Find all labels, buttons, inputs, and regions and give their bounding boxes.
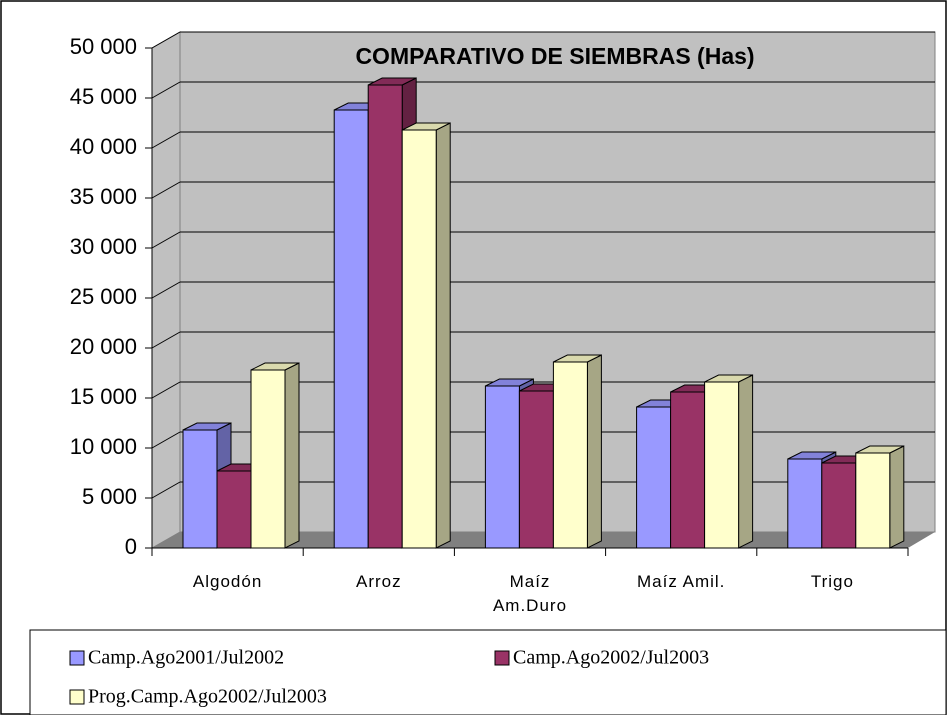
y-tick-label: 25 000 xyxy=(70,284,137,309)
grid-line xyxy=(151,81,181,99)
y-tick-label: 5 000 xyxy=(82,484,137,509)
bar xyxy=(367,84,403,549)
legend-swatch xyxy=(69,650,85,666)
grid-line xyxy=(151,481,181,499)
x-tick-label: Maíz Am.Duro xyxy=(492,572,568,615)
bar xyxy=(401,129,437,549)
grid-line xyxy=(151,31,181,49)
bar-side xyxy=(889,445,905,549)
bar xyxy=(855,452,891,549)
grid-line xyxy=(151,181,181,199)
grid-line xyxy=(151,231,181,249)
grid-line xyxy=(151,281,181,299)
y-tick-label: 15 000 xyxy=(70,384,137,409)
x-tick-label: Algodón xyxy=(192,572,263,591)
y-tick-label: 20 000 xyxy=(70,334,137,359)
bar-side xyxy=(586,354,602,549)
x-tick-label: Maíz Amil. xyxy=(636,572,726,591)
x-tick-label: Trigo xyxy=(810,572,854,591)
bar xyxy=(216,470,252,549)
bar xyxy=(821,462,857,549)
y-tick-label: 10 000 xyxy=(70,434,137,459)
grid-line xyxy=(151,331,181,349)
legend-swatch xyxy=(69,689,85,705)
y-tick-label: 45 000 xyxy=(70,84,137,109)
bar-side xyxy=(738,374,754,549)
y-tick-label: 35 000 xyxy=(70,184,137,209)
y-tick-label: 40 000 xyxy=(70,134,137,159)
bar-side xyxy=(284,362,300,549)
bar xyxy=(704,381,740,549)
bar-side xyxy=(435,122,451,549)
bar xyxy=(333,109,369,549)
grid-line xyxy=(151,131,181,149)
chart-title: COMPARATIVO DE SIEMBRAS (Has) xyxy=(355,43,754,69)
bar xyxy=(552,361,588,549)
legend-box xyxy=(29,629,947,715)
bar xyxy=(787,458,823,549)
bar xyxy=(484,385,520,549)
legend-swatch xyxy=(494,650,510,666)
bar xyxy=(518,390,554,549)
legend-label: Camp.Ago2002/Jul2003 xyxy=(513,647,709,669)
bar xyxy=(636,406,672,549)
grid-line xyxy=(151,381,181,399)
legend-label: Camp.Ago2001/Jul2002 xyxy=(88,647,284,669)
y-tick-label: 30 000 xyxy=(70,234,137,259)
legend-label: Prog.Camp.Ago2002/Jul2003 xyxy=(88,686,327,708)
bar xyxy=(250,369,286,549)
x-tick-label: Arroz xyxy=(355,572,402,591)
y-tick-label: 50 000 xyxy=(70,34,137,59)
y-tick-label: 0 xyxy=(125,534,137,559)
bar xyxy=(182,429,218,549)
bar xyxy=(670,391,706,549)
grid-line xyxy=(151,431,181,449)
